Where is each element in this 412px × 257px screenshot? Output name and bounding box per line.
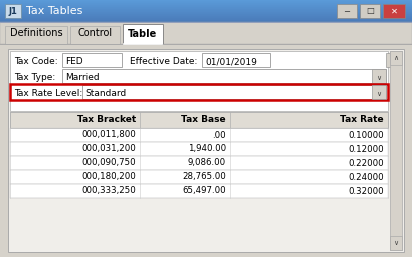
Bar — [0, 10, 412, 11]
Bar — [8, 49, 404, 252]
Bar — [10, 84, 388, 100]
Bar — [0, 6, 412, 7]
Text: 0.24000: 0.24000 — [349, 172, 384, 181]
Bar — [10, 112, 388, 128]
Bar — [123, 24, 163, 44]
Text: 0.32000: 0.32000 — [349, 187, 384, 196]
Text: ∨: ∨ — [377, 75, 382, 81]
Text: Tax Bracket: Tax Bracket — [77, 115, 136, 124]
Bar — [0, 21, 412, 22]
Text: .00: .00 — [212, 131, 226, 140]
Text: ─: ─ — [344, 6, 349, 15]
Bar — [0, 7, 412, 8]
Bar — [0, 13, 412, 14]
Bar — [10, 51, 388, 111]
Bar — [0, 12, 412, 13]
Text: 000,031,200: 000,031,200 — [81, 144, 136, 153]
Text: □: □ — [366, 6, 374, 15]
Text: J1: J1 — [9, 7, 17, 16]
Text: 9,086.00: 9,086.00 — [188, 159, 226, 168]
Text: Tax Type:: Tax Type: — [14, 74, 55, 82]
Bar — [390, 236, 402, 250]
Bar — [0, 16, 412, 17]
Bar — [0, 20, 412, 21]
Bar — [5, 4, 21, 18]
Text: 000,180,200: 000,180,200 — [81, 172, 136, 181]
Text: Married: Married — [65, 74, 100, 82]
Bar — [0, 9, 412, 10]
Text: 0.10000: 0.10000 — [349, 131, 384, 140]
Text: ∧: ∧ — [393, 55, 398, 61]
Bar — [0, 17, 412, 18]
Text: ∧: ∧ — [391, 59, 396, 65]
Text: 0.12000: 0.12000 — [349, 144, 384, 153]
Text: ∨: ∨ — [393, 240, 398, 246]
Bar — [386, 53, 400, 67]
Bar — [0, 15, 412, 16]
Bar — [0, 3, 412, 4]
Text: Standard: Standard — [85, 89, 126, 98]
Text: Tax Rate Level:: Tax Rate Level: — [14, 89, 82, 98]
Text: Table: Table — [129, 29, 158, 39]
Bar — [0, 19, 412, 20]
Bar — [10, 170, 388, 184]
Bar — [0, 2, 412, 3]
Bar — [202, 53, 270, 67]
Bar — [0, 0, 412, 1]
Bar — [0, 8, 412, 9]
Text: 000,090,750: 000,090,750 — [82, 159, 136, 168]
Text: ∨: ∨ — [377, 91, 382, 97]
Bar — [0, 44, 412, 257]
Bar — [10, 156, 388, 170]
Text: 01/01/2019: 01/01/2019 — [205, 58, 257, 67]
Bar — [70, 26, 120, 44]
Bar — [0, 1, 412, 2]
Bar — [372, 85, 386, 99]
Bar — [390, 51, 402, 65]
Text: 0.22000: 0.22000 — [349, 159, 384, 168]
Text: Tax Base: Tax Base — [181, 115, 226, 124]
Text: 28,765.00: 28,765.00 — [182, 172, 226, 181]
Text: Tax Code:: Tax Code: — [14, 58, 58, 67]
Text: Tax Tables: Tax Tables — [26, 6, 82, 16]
Text: 1,940.00: 1,940.00 — [188, 144, 226, 153]
Text: 000,333,250: 000,333,250 — [81, 187, 136, 196]
Bar — [360, 4, 380, 18]
Bar — [0, 14, 412, 15]
Bar — [0, 11, 412, 12]
Bar — [372, 69, 386, 83]
Text: Effective Date:: Effective Date: — [130, 58, 197, 67]
Text: 65,497.00: 65,497.00 — [183, 187, 226, 196]
Bar — [0, 18, 412, 19]
Bar — [5, 26, 67, 44]
Bar — [383, 4, 405, 18]
Text: Tax Rate: Tax Rate — [340, 115, 384, 124]
Bar — [82, 85, 386, 99]
Bar — [10, 184, 388, 198]
Bar — [10, 142, 388, 156]
Bar — [390, 51, 402, 250]
Text: Definitions: Definitions — [10, 28, 62, 38]
Bar — [0, 22, 412, 44]
Text: Control: Control — [77, 28, 112, 38]
Bar — [0, 5, 412, 6]
Text: 000,011,800: 000,011,800 — [81, 131, 136, 140]
Bar — [62, 53, 122, 67]
Bar — [337, 4, 357, 18]
Bar — [62, 69, 386, 83]
Bar — [0, 4, 412, 5]
Text: FED: FED — [65, 58, 83, 67]
Bar — [10, 128, 388, 142]
Text: ✕: ✕ — [391, 6, 398, 15]
